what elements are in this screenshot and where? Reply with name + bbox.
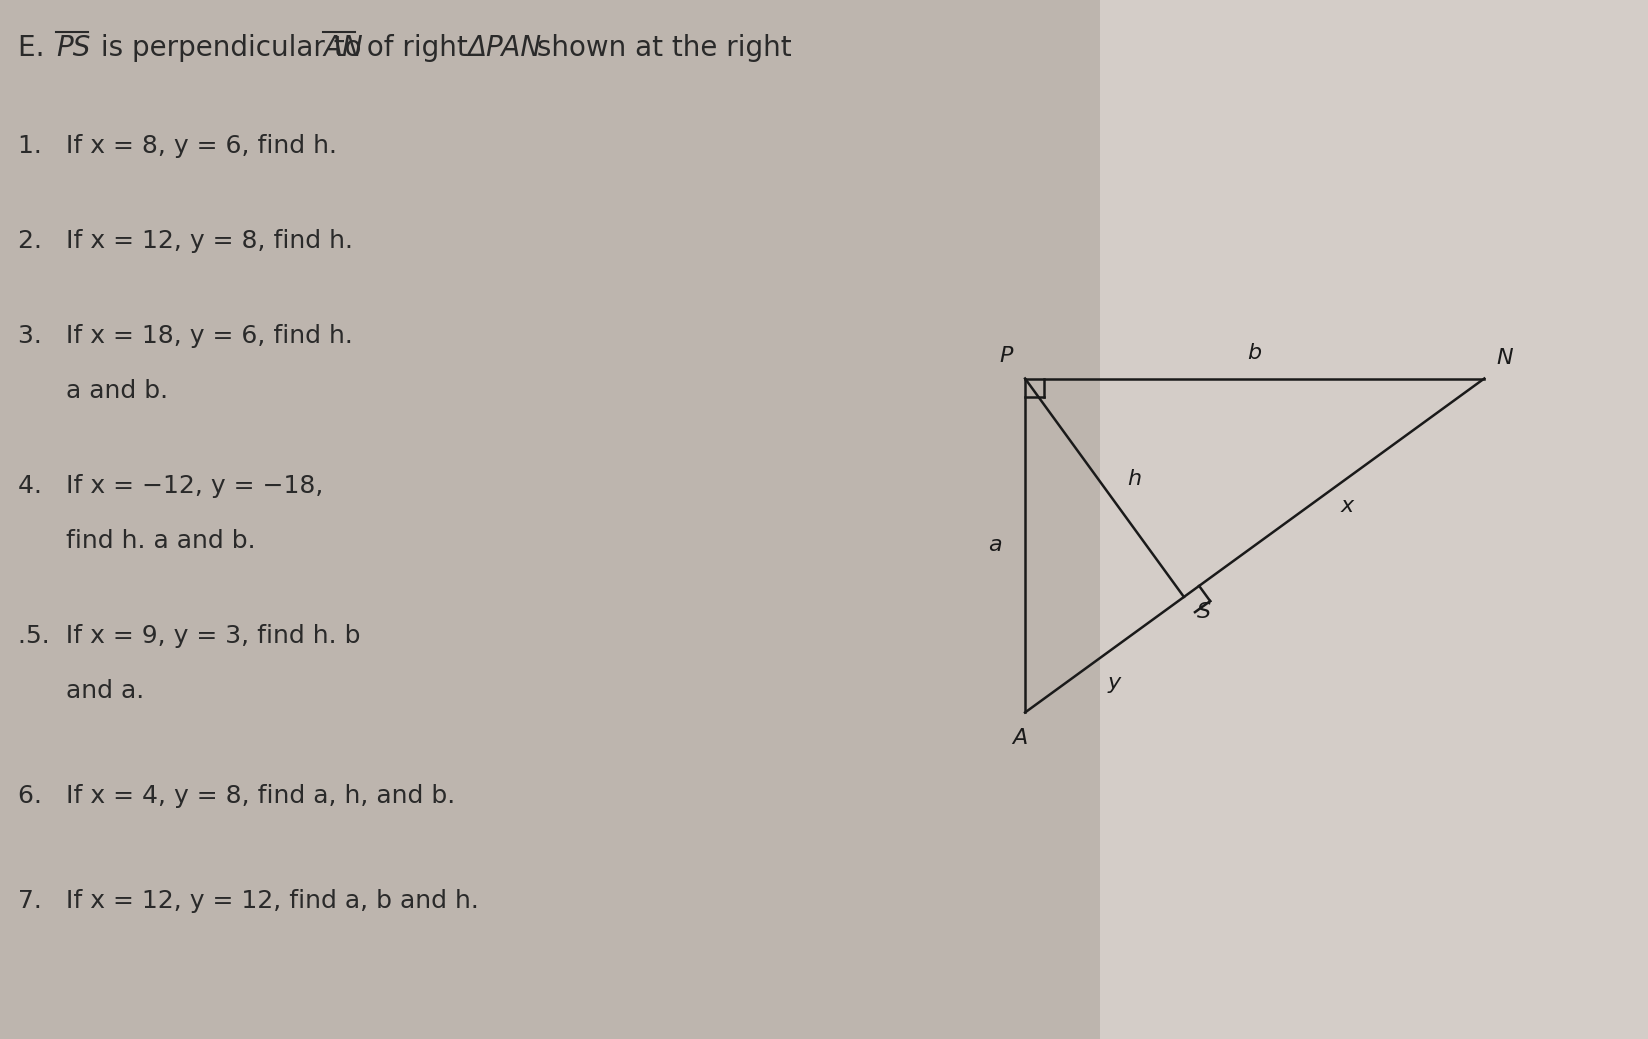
Text: a and b.: a and b. bbox=[18, 379, 168, 403]
Text: P: P bbox=[999, 346, 1012, 366]
Text: 7.   If x = 12, y = 12, find a, b and h.: 7. If x = 12, y = 12, find a, b and h. bbox=[18, 889, 480, 913]
Text: N: N bbox=[1496, 348, 1513, 368]
Text: and a.: and a. bbox=[18, 680, 145, 703]
Text: E.: E. bbox=[18, 34, 53, 62]
Text: a: a bbox=[989, 535, 1002, 556]
Text: shown at the right: shown at the right bbox=[527, 34, 791, 62]
Text: AN: AN bbox=[323, 34, 363, 62]
Text: 4.   If x = −12, y = −18,: 4. If x = −12, y = −18, bbox=[18, 474, 323, 498]
FancyBboxPatch shape bbox=[1099, 0, 1648, 1039]
Text: A: A bbox=[1012, 728, 1027, 748]
Text: find h. a and b.: find h. a and b. bbox=[18, 529, 255, 553]
Text: 3.   If x = 18, y = 6, find h.: 3. If x = 18, y = 6, find h. bbox=[18, 324, 353, 348]
Text: S: S bbox=[1196, 603, 1211, 622]
Text: .5.  If x = 9, y = 3, find h. b: .5. If x = 9, y = 3, find h. b bbox=[18, 624, 361, 648]
Text: 1.   If x = 8, y = 6, find h.: 1. If x = 8, y = 6, find h. bbox=[18, 134, 336, 158]
Text: y: y bbox=[1107, 673, 1121, 693]
Text: is perpendicular to: is perpendicular to bbox=[92, 34, 371, 62]
Text: 2.   If x = 12, y = 8, find h.: 2. If x = 12, y = 8, find h. bbox=[18, 229, 353, 254]
Text: of right: of right bbox=[358, 34, 476, 62]
Text: PS: PS bbox=[56, 34, 91, 62]
Text: b: b bbox=[1248, 343, 1262, 363]
Text: ΔPAN: ΔPAN bbox=[468, 34, 542, 62]
Text: x: x bbox=[1341, 497, 1355, 516]
Text: 6.   If x = 4, y = 8, find a, h, and b.: 6. If x = 4, y = 8, find a, h, and b. bbox=[18, 784, 455, 808]
Text: h: h bbox=[1127, 470, 1142, 489]
